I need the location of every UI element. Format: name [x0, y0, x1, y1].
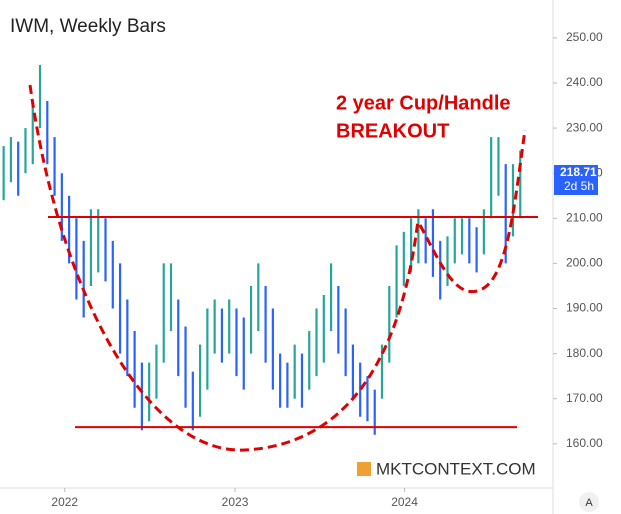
cup-curve [28, 84, 420, 452]
y-tick-label: 200.00 [566, 256, 603, 270]
bars [2, 64, 522, 435]
logo-icon [357, 462, 371, 476]
y-tick-label: 250.00 [566, 30, 603, 44]
annotation: 2 year Cup/Handle [336, 92, 511, 114]
y-tick-label: 210.00 [566, 210, 603, 224]
auto-scale-button[interactable] [579, 492, 599, 512]
watermark: MKTCONTEXT.COM [376, 459, 536, 478]
y-tick-label: 160.00 [566, 436, 603, 450]
y-tick-label: 230.00 [566, 120, 603, 134]
y-tick-label: 240.00 [566, 75, 603, 89]
price-tag-time: 2d 5h [564, 179, 594, 193]
y-tick-label: 190.00 [566, 301, 603, 315]
x-tick-label: 2024 [391, 495, 418, 509]
x-tick-label: 2022 [51, 495, 78, 509]
annotation: BREAKOUT [336, 120, 449, 142]
y-tick-label: 180.00 [566, 346, 603, 360]
price-tag-value: 218.71 [560, 165, 597, 179]
y-tick-label: 170.00 [566, 391, 603, 405]
auto-scale-label[interactable]: A [585, 497, 593, 509]
price-tag [554, 165, 598, 196]
chart-title: IWM, Weekly Bars [10, 16, 166, 37]
handle-curve [418, 129, 527, 294]
x-tick-label: 2023 [222, 495, 249, 509]
